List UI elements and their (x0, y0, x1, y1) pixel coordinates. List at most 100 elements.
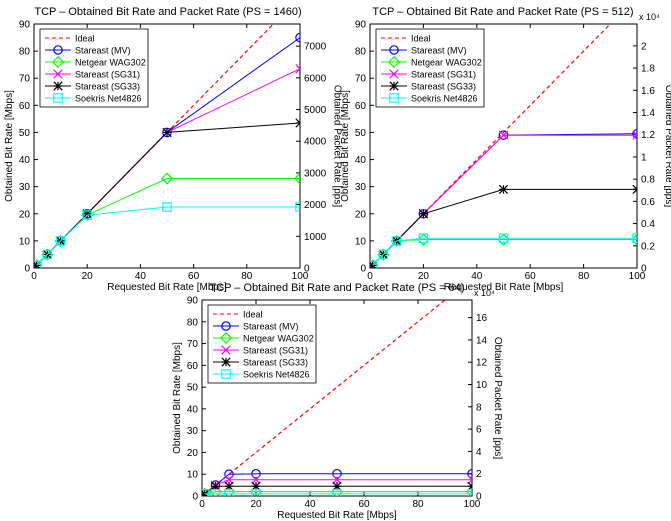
legend-label: Ideal (75, 34, 95, 44)
data-point (210, 489, 221, 496)
x-tick-label: 100 (629, 271, 646, 282)
data-point (295, 202, 300, 212)
data-point (498, 233, 509, 243)
x-tick-label: 40 (471, 271, 483, 282)
legend: Ideal Stareast (MV) Netgear WAG302 Stareast… (207, 304, 317, 384)
data-point (632, 184, 637, 195)
data-point (467, 468, 472, 479)
data-point (41, 248, 54, 261)
y-tick-label: 10 (187, 470, 199, 481)
x-tick-label: 60 (188, 271, 200, 282)
data-point (418, 209, 429, 219)
data-point (293, 172, 300, 185)
data-point (390, 234, 403, 247)
y-axis-label: Obtained Bit Rate [Mbps] (340, 90, 351, 202)
chart-ps512: TCP – Obtained Bit Rate and Packet Rate … (340, 6, 671, 293)
y-tick-label: 40 (19, 155, 31, 166)
x-tick-label: 20 (82, 271, 94, 282)
y2-tick-label: 0.6 (641, 197, 655, 208)
x-tick-label: 20 (418, 271, 430, 282)
legend-marker (389, 69, 399, 79)
y-tick-label: 20 (355, 209, 367, 220)
series-group (34, 24, 300, 268)
y-tick-label: 70 (19, 74, 31, 85)
y-tick-label: 60 (187, 361, 199, 372)
y-tick-label: 90 (355, 20, 367, 31)
y-axis-label: Obtained Bit Rate [Mbps] (4, 90, 15, 202)
y2-tick-label: 7000 (304, 42, 327, 53)
data-point (251, 489, 261, 496)
y2-exponent: x 10⁴ (474, 288, 495, 298)
y-tick-label: 20 (187, 448, 199, 459)
y-axis-label: Obtained Bit Rate [Mbps] (172, 342, 183, 454)
y2-tick-label: 1.8 (641, 64, 655, 75)
data-point (391, 236, 402, 246)
data-point (632, 233, 637, 243)
legend-label: Stareast (SG33) (243, 358, 308, 368)
data-point (418, 233, 429, 243)
y2-tick-label: 5000 (304, 105, 327, 116)
legend-label: Stareast (MV) (411, 46, 467, 56)
legend-marker (221, 357, 231, 367)
series-line (372, 237, 637, 266)
data-point (224, 489, 234, 496)
y2-axis-label: Obtained Packet Rate [pps] (492, 337, 503, 460)
data-point (295, 64, 300, 74)
legend-marker (53, 45, 63, 55)
x-tick-label: 80 (241, 271, 253, 282)
data-point (332, 475, 342, 485)
data-point (467, 475, 472, 485)
legend-marker (221, 369, 231, 379)
data-point (632, 130, 637, 140)
y2-tick-label: 12 (476, 358, 488, 369)
y2-tick-label: 4 (476, 447, 482, 458)
data-point (224, 481, 234, 491)
data-point (467, 489, 472, 496)
chart-title: TCP – Obtained Bit Rate and Packet Rate … (34, 6, 301, 18)
legend-label: Netgear WAG302 (75, 58, 146, 68)
y-tick-label: 40 (187, 404, 199, 415)
data-point (498, 130, 509, 140)
y2-tick-label: 0.8 (641, 175, 655, 186)
y2-tick-label: 14 (476, 335, 488, 346)
y2-tick-label: 6 (476, 425, 482, 436)
y2-tick-label: 2 (476, 469, 482, 480)
y2-tick-label: 0 (641, 264, 647, 275)
data-point (332, 481, 342, 491)
data-point (251, 468, 261, 479)
y-tick-label: 60 (355, 101, 367, 112)
data-point (377, 248, 390, 261)
y-tick-label: 50 (19, 128, 31, 139)
data-point (202, 487, 211, 496)
x-tick-label: 80 (578, 271, 590, 282)
legend-marker (53, 93, 63, 103)
x-tick-label: 40 (304, 499, 316, 510)
y-tick-label: 90 (19, 20, 31, 31)
data-point (295, 32, 300, 43)
x-tick-label: 0 (199, 499, 205, 510)
legend-marker (51, 55, 65, 69)
data-point (251, 481, 261, 491)
y2-tick-label: 3000 (304, 168, 327, 179)
data-point (160, 172, 174, 185)
x-tick-label: 20 (250, 499, 262, 510)
data-point (332, 489, 342, 496)
y-tick-label: 70 (187, 339, 199, 350)
y2-tick-label: 1.4 (641, 108, 655, 119)
data-point (498, 184, 509, 195)
legend: Ideal Stareast (MV) Netgear WAG302 Stareast… (375, 28, 485, 108)
x-axis-label: Requested Bit Rate [Mbps] (277, 510, 397, 521)
legend-label: Stareast (MV) (75, 46, 131, 56)
data-point (332, 468, 342, 479)
y-tick-label: 40 (355, 155, 367, 166)
legend-label: Netgear WAG302 (411, 58, 482, 68)
y-tick-label: 30 (19, 182, 31, 193)
y2-tick-label: 2 (641, 41, 647, 52)
y2-tick-label: 2000 (304, 200, 327, 211)
y2-tick-label: 4000 (304, 137, 327, 148)
y-tick-label: 0 (24, 264, 30, 275)
y2-tick-label: 6000 (304, 73, 327, 84)
x-tick-label: 40 (135, 271, 147, 282)
y2-tick-label: 16 (476, 313, 488, 324)
data-point (370, 260, 378, 268)
